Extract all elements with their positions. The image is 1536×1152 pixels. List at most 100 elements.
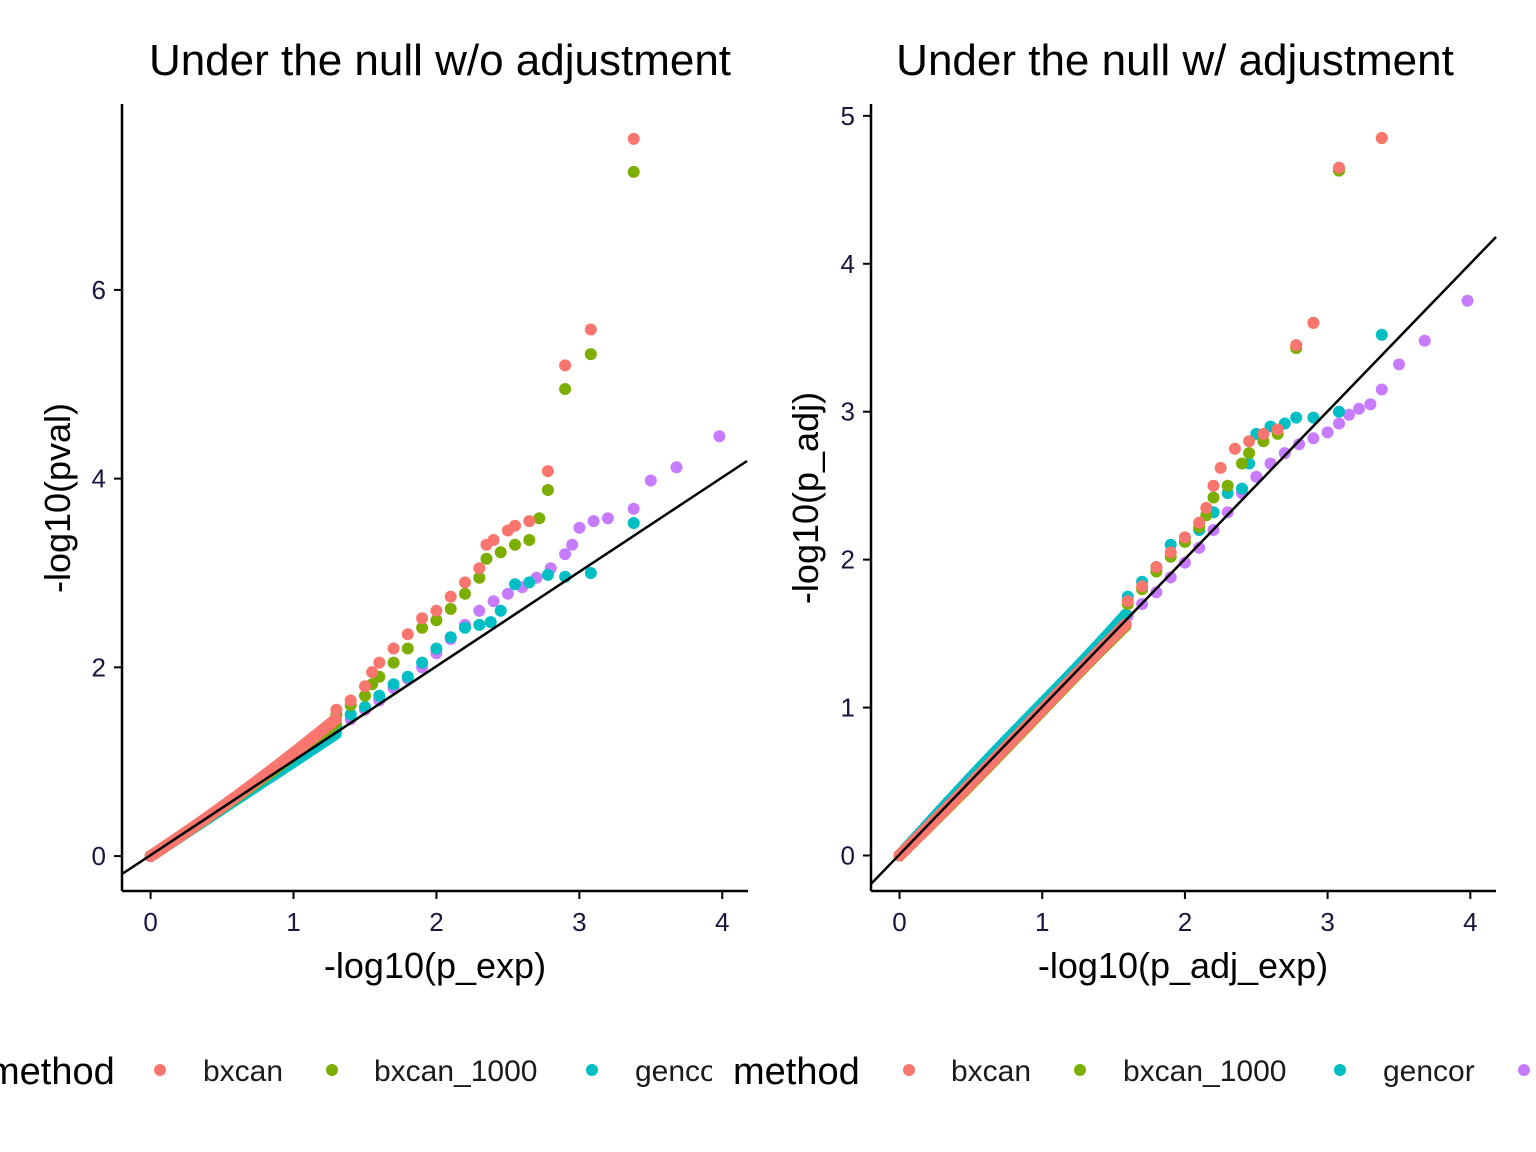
point-fourth-method [1353,402,1365,415]
point-gencor [416,656,429,669]
point-bxcan-1000 [523,534,536,546]
x-tick-label: 4 [715,907,729,937]
point-bxcan [1178,531,1191,544]
x-tick-label: 2 [1178,907,1192,937]
point-bxcan [444,590,457,603]
point-bxcan-1000 [430,614,443,627]
y-tick-label: 4 [841,249,855,279]
legend-label: bxcan_1000 [1123,1055,1286,1088]
legend-label: bxcan [203,1055,283,1088]
point-bxcan-1000 [480,552,493,565]
panel-adjusted: Under the null w/ adjustment 0 1 2 3 4 0 1 2 3 4 5… [785,36,1497,986]
point-bxcan [366,666,379,679]
point-bxcan-1000 [1243,447,1256,460]
point-bxcan [627,132,640,145]
point-fourth-method [627,502,640,515]
point-gencor [473,618,486,631]
x-tick-label: 1 [1035,907,1049,937]
panel-unadjusted: Under the null w/o adjustment 0 1 2 3 40246 … [37,36,748,986]
point-bxcan-1000 [584,348,597,361]
point-fourth-method [1164,571,1177,584]
point-bxcan-1000 [387,656,400,669]
point-bxcan [416,612,429,625]
point-gencor [387,678,400,691]
point-fourth-method [713,430,726,443]
point-bxcan-1000 [1221,479,1234,492]
point-bxcan-1000 [1207,491,1220,504]
point-bxcan [584,323,597,336]
point-bxcan [473,562,486,575]
point-fourth-method [1461,294,1474,307]
legend-key-gencor [1334,1064,1346,1076]
point-fourth-method [1321,426,1334,439]
point-bxcan [487,534,500,546]
x-tick-label: 3 [1320,907,1334,937]
point-bxcan [1214,461,1227,474]
y-tick-label: 4 [92,464,106,494]
point-gencor [373,689,386,702]
point-bxcan [1290,339,1303,352]
point-bxcan [1375,132,1388,144]
point-bxcan [359,680,371,693]
legend-key-bxcan [903,1064,915,1076]
y-tick-label: 6 [92,275,106,305]
point-bxcan [329,713,342,726]
point-bxcan-1000 [444,602,457,615]
point-bxcan-1000 [359,689,371,702]
x-tick-label: 3 [572,907,586,937]
point-fourth-method [573,521,586,534]
point-fourth-method [670,461,683,474]
legend-key-gencor [586,1064,598,1076]
y-tick-label: 5 [841,101,855,131]
identity-line [121,459,748,876]
point-bxcan-1000 [494,546,507,559]
point-bxcan [344,694,357,707]
point-fourth-method [487,595,500,608]
point-fourth-method [1375,383,1388,396]
point-fourth-method [1150,586,1163,599]
y-tick-label: 2 [841,545,855,575]
point-fourth-method [1343,408,1355,421]
legend-left: method bxcan bxcan_1000 gencor [0,1051,727,1093]
point-gencor [523,576,536,589]
legend-label: bxcan [951,1055,1031,1088]
points-layer [893,132,1474,862]
point-gencor [401,670,414,683]
point-bxcan [1207,479,1220,492]
point-bxcan [1119,618,1132,631]
y-tick-label: 0 [841,840,855,870]
point-bxcan [1257,427,1270,440]
point-gencor [1333,405,1345,418]
point-gencor [584,567,597,579]
point-gencor [344,708,357,721]
point-fourth-method [1418,334,1431,347]
point-gencor [484,616,497,629]
point-bxcan [1228,442,1241,455]
legend-clip-mask [712,1040,734,1100]
point-fourth-method [1278,447,1291,460]
point-bxcan-1000 [473,571,486,584]
point-gencor [509,578,521,591]
legend-key-bxcan-1000 [1074,1064,1086,1076]
y-axis-title: -log10(pval) [37,403,78,593]
x-axis-title: -log10(p_exp) [324,945,546,986]
x-tick-label: 4 [1463,907,1477,937]
point-fourth-method [644,474,657,487]
point-bxcan [559,359,572,372]
point-bxcan-1000 [541,484,554,496]
point-bxcan [373,656,386,669]
point-gencor [1236,482,1248,495]
x-axis-title: -log10(p_adj_exp) [1038,945,1328,986]
point-bxcan-1000 [459,587,471,600]
point-fourth-method [1193,541,1206,554]
point-bxcan-1000 [416,621,429,634]
point-bxcan [1200,501,1213,514]
legend-key-bxcan-1000 [326,1064,338,1076]
point-fourth-method [473,604,486,617]
point-bxcan-1000 [533,512,546,525]
point-bxcan-1000 [627,165,640,178]
point-fourth-method [587,515,600,528]
point-fourth-method [1333,417,1345,430]
point-bxcan [1271,423,1284,436]
points-layer [144,132,726,863]
